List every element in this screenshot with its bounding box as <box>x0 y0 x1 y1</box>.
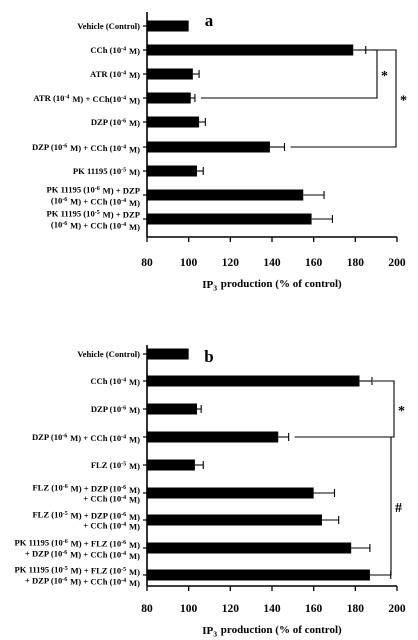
category-label: + CCh (10-4 M) <box>83 494 140 505</box>
bar <box>147 348 189 360</box>
category-label: DZP (10-6 M) + CCh (10-4 M) <box>32 142 140 154</box>
significance-bracket <box>376 49 397 148</box>
x-tick-label: 200 <box>388 603 406 615</box>
x-axis-label: IP3 production (% of control) <box>202 278 342 293</box>
bar <box>147 213 312 225</box>
x-tick-label: 120 <box>222 257 240 269</box>
panel-b: b 80 100 120 140 160 180 200 IP3 production (% o… <box>15 345 406 639</box>
category-label: FLZ (10-5 M) + DZP (10-6 M) <box>32 510 140 522</box>
x-tick-label: 140 <box>263 603 281 615</box>
x-tick-label: 80 <box>141 603 153 615</box>
category-label: DZP (10-6 M) <box>91 117 140 128</box>
bar <box>147 375 360 387</box>
x-tick-label: 160 <box>305 603 323 615</box>
significance-bracket <box>371 436 392 576</box>
x-tick-label: 120 <box>222 603 240 615</box>
x-tick-label: 160 <box>305 257 323 269</box>
bar <box>147 403 197 415</box>
x-tick-label: 80 <box>141 257 153 269</box>
category-label: CCh (10-4 M) <box>90 376 140 387</box>
category-label: + DZP (10-6 M) + CCh (10-4 M) <box>25 576 140 588</box>
category-label: Vehicle (Control) <box>77 21 140 31</box>
category-label: CCh (10-4 M) <box>90 45 140 56</box>
bar <box>147 44 354 56</box>
category-label: ATR (10-4 M) + CCh(10-4 M) <box>33 93 140 105</box>
category-label: + DZP (10-6 M) + CCh (10-4 M) <box>25 549 140 561</box>
x-tick-label: 200 <box>388 257 406 269</box>
category-label: FLZ (10-6 M) + DZP (10-6 M) <box>32 483 140 495</box>
category-label: PK 11195 (10-6 M) + FLZ (10-6 M) <box>15 538 141 550</box>
significance-symbol: * <box>398 404 405 419</box>
bar <box>147 141 270 153</box>
category-label: (10-6 M) + CCh (10-4 M) <box>51 220 140 232</box>
category-label: + CCh (10-4 M) <box>83 521 140 532</box>
x-tick-label: 180 <box>347 257 365 269</box>
bar <box>147 569 370 581</box>
panel-label: b <box>204 347 213 366</box>
category-label: Vehicle (Control) <box>77 349 140 359</box>
panel-a: a 80 100 120 140 160 180 200 IP3 production (% o… <box>32 11 407 293</box>
bar <box>147 92 191 104</box>
significance-symbol: # <box>395 501 402 516</box>
x-tick-label: 140 <box>263 257 281 269</box>
significance-bracket <box>374 380 395 438</box>
x-tick-label: 100 <box>180 257 198 269</box>
category-label: PK 11195 (10-5 M) + DZP <box>47 209 140 220</box>
bar <box>147 189 304 201</box>
category-label: (10-6 M) + CCh (10-4 M) <box>51 196 140 208</box>
category-label: PK 11195 (10-5 M) + FLZ (10-5 M) <box>15 565 141 577</box>
bar <box>147 116 200 128</box>
bar <box>147 20 189 32</box>
x-tick-label: 180 <box>347 603 365 615</box>
category-label: ATR (10-4 M) <box>90 69 140 80</box>
category-label: FLZ (10-5 M) <box>91 460 140 471</box>
bar <box>147 68 193 80</box>
bar <box>147 165 197 177</box>
significance-bracket <box>357 49 378 99</box>
significance-symbol: * <box>400 94 407 109</box>
bar <box>147 431 279 443</box>
bar <box>147 514 322 526</box>
category-label: DZP (10-6 M) <box>91 404 140 415</box>
bar <box>147 487 314 499</box>
bar <box>147 459 195 471</box>
category-label: PK 11195 (10-5 M) <box>73 166 140 177</box>
x-axis-label: IP3 production (% of control) <box>202 624 342 639</box>
category-label: DZP (10-6 M) + CCh (10-4 M) <box>32 432 140 444</box>
panel-label: a <box>205 11 214 30</box>
category-label: PK 11195 (10-6 M) + DZP <box>47 185 140 196</box>
significance-symbol: * <box>381 69 388 84</box>
x-tick-label: 100 <box>180 603 198 615</box>
bar <box>147 542 352 554</box>
